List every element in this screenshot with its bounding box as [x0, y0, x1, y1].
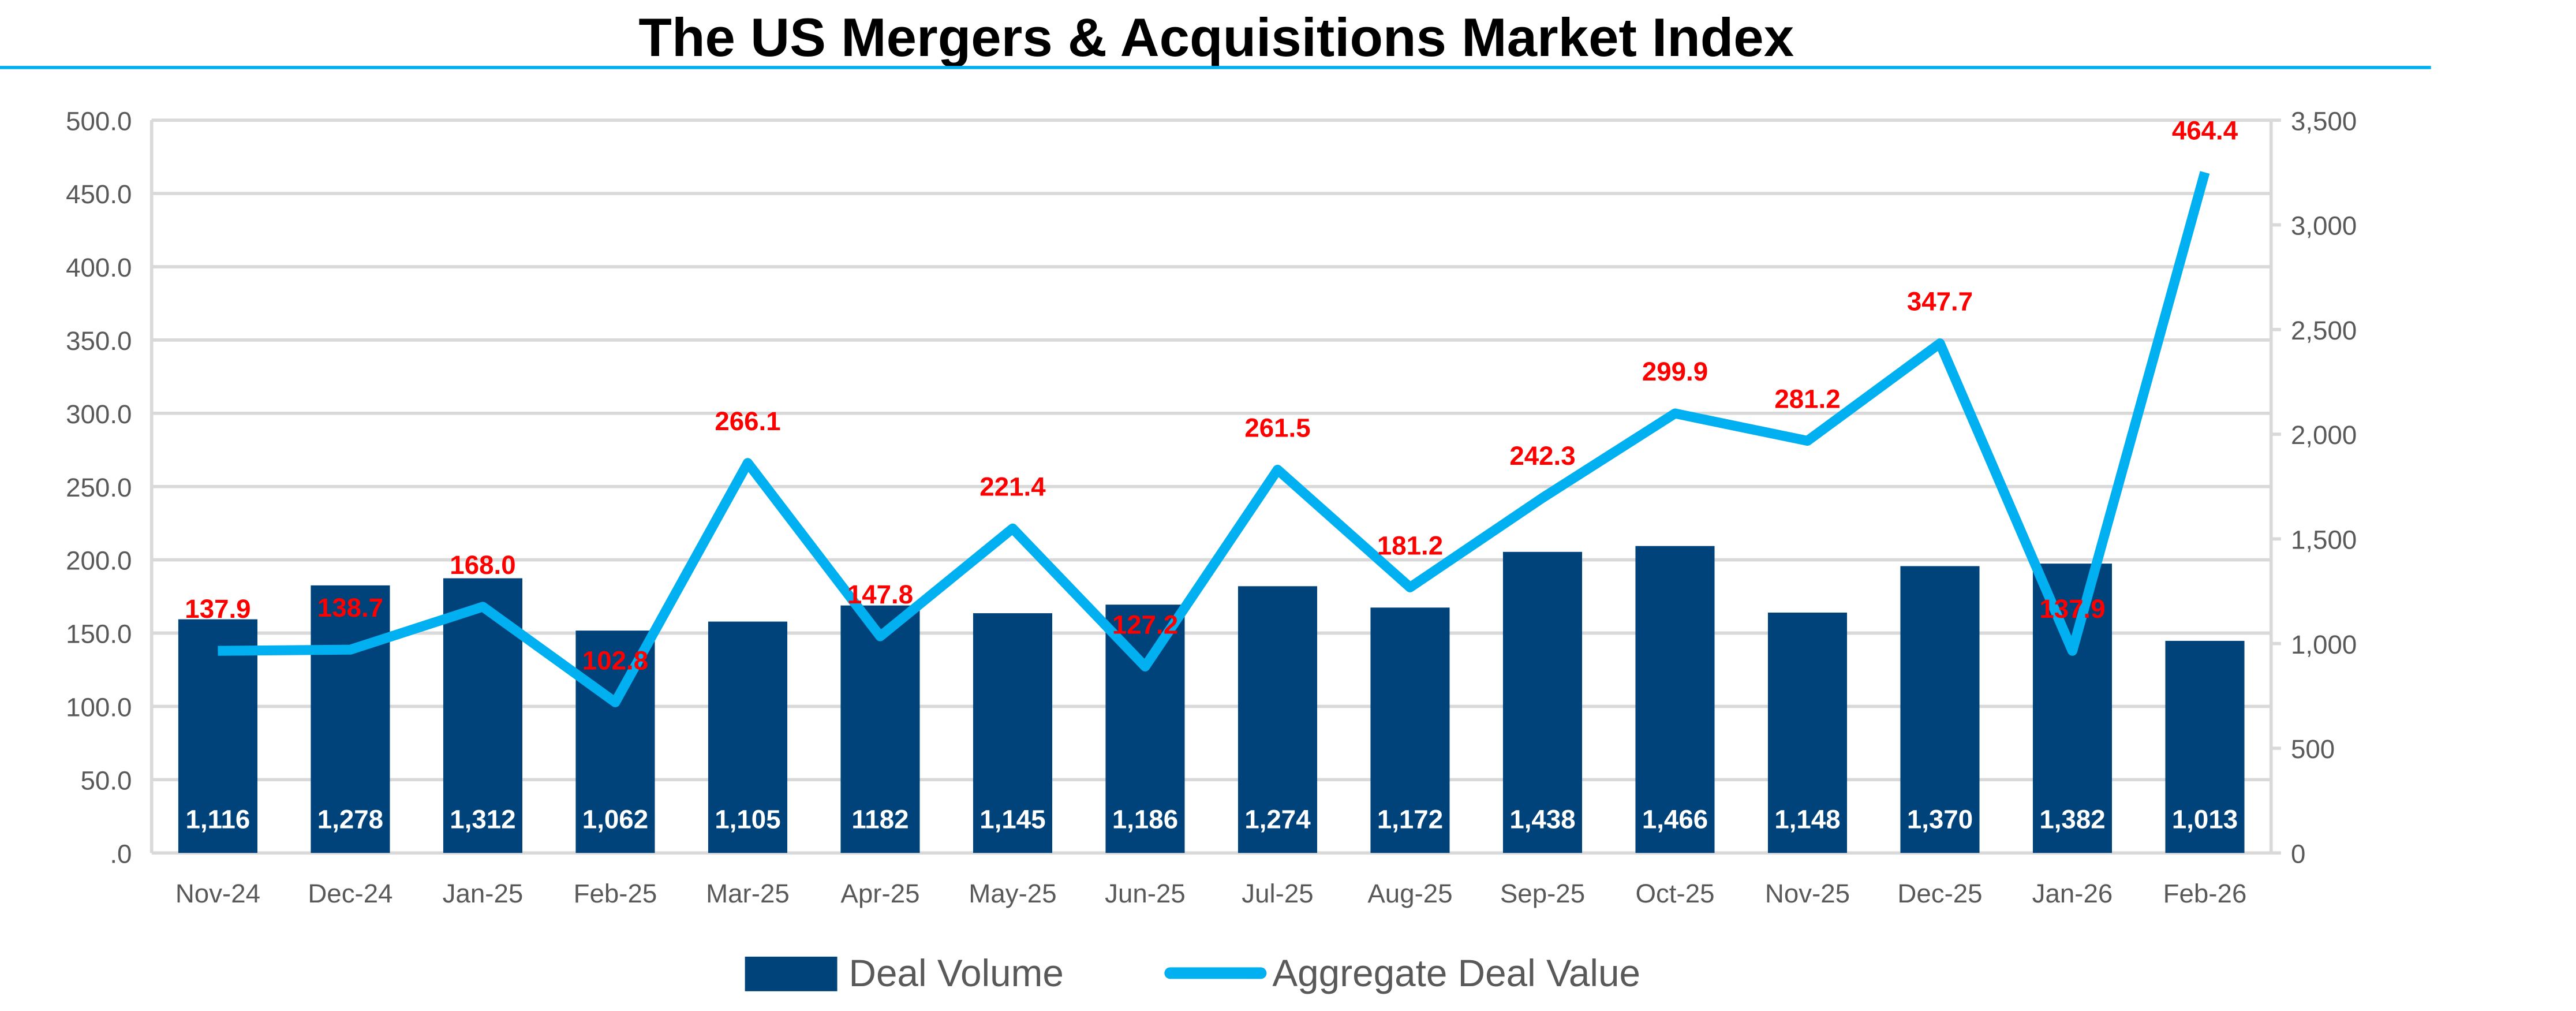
right-axis-tick: 500	[2291, 734, 2335, 764]
bar-data-label: 1,145	[979, 804, 1045, 834]
bar-data-label: 1,186	[1112, 804, 1178, 834]
bar-data-label: 1,370	[1907, 804, 1973, 834]
chart-title: The US Mergers & Acquisitions Market Ind…	[638, 7, 1794, 68]
legend-swatch-deal-volume	[745, 956, 838, 991]
bar-data-label: 1,274	[1244, 804, 1311, 834]
bar-data-label: 1182	[851, 804, 908, 834]
legend-label-deal-volume: Deal Volume	[849, 952, 1064, 994]
bar-data-label: 1,148	[1774, 804, 1840, 834]
bar-deal-volume	[2032, 564, 2113, 853]
left-axis-tick: 250.0	[66, 473, 132, 502]
line-data-label: 281.2	[1774, 385, 1840, 414]
x-axis-tick: Apr-25	[840, 879, 919, 908]
left-axis-tick: 350.0	[66, 326, 132, 356]
x-axis-tick: Nov-25	[1765, 879, 1850, 908]
bar-deal-volume	[840, 605, 920, 853]
line-aggregate-deal-value	[218, 171, 2210, 707]
bar-data-label: 1,278	[317, 804, 383, 834]
x-axis-tick: Mar-25	[706, 879, 790, 908]
x-axis-tick: Feb-26	[2163, 879, 2247, 908]
bar-data-label: 1,172	[1377, 804, 1443, 834]
line-data-label: 464.4	[2172, 116, 2238, 146]
left-axis-tick: 300.0	[66, 400, 132, 429]
right-axis-tick: 0	[2291, 839, 2305, 868]
line-data-label: 221.4	[979, 472, 1046, 501]
right-axis-tick: 2,000	[2291, 420, 2357, 450]
left-axis-tick: 500.0	[66, 106, 132, 136]
bar-deal-volume	[708, 621, 787, 853]
line-data-label: 266.1	[715, 406, 780, 436]
line-data-label: 242.3	[1509, 441, 1575, 471]
left-axis-tick: 200.0	[66, 546, 132, 576]
bar-deal-volume	[2165, 640, 2245, 853]
bar-data-label: 1,382	[2039, 804, 2105, 834]
x-axis-tick: Dec-25	[1897, 879, 1982, 908]
bar-deal-volume	[1767, 612, 1848, 853]
right-axis-tick: 1,500	[2291, 525, 2357, 554]
left-axis-tick: 400.0	[66, 253, 132, 282]
bar-data-label: 1,062	[582, 804, 648, 834]
bar-deal-volume	[973, 613, 1052, 853]
bar-deal-volume	[1370, 607, 1450, 853]
bar-data-label: 1,466	[1642, 804, 1708, 834]
line-data-label: 137.9	[185, 594, 251, 624]
line-data-label: 261.5	[1244, 413, 1310, 443]
x-axis-tick: May-25	[969, 879, 1056, 908]
legend: Deal Volume Aggregate Deal Value	[745, 952, 1640, 994]
left-axis-tick: .0	[110, 839, 132, 868]
x-axis-tick: Sep-25	[1500, 879, 1585, 908]
x-axis-tick: Jun-25	[1105, 879, 1186, 908]
x-axis-tick: Oct-25	[1635, 879, 1714, 908]
right-axis-tick: 2,500	[2291, 316, 2357, 345]
line-data-label: 102.8	[582, 646, 648, 675]
left-axis-tick: 50.0	[81, 766, 132, 795]
left-axis-tick: 450.0	[66, 180, 132, 209]
left-axis-tick: 100.0	[66, 693, 132, 722]
x-axis-tick: Jul-25	[1242, 879, 1313, 908]
x-axis-tick: Jan-26	[2032, 879, 2113, 908]
x-axis-tick: Dec-24	[308, 879, 392, 908]
x-axis-tick: Nov-24	[175, 879, 260, 908]
line-data-label: 168.0	[450, 550, 515, 580]
left-axis-tick: 150.0	[66, 620, 132, 649]
bar-deal-volume	[178, 619, 257, 853]
line-data-label: 137.9	[2039, 594, 2105, 624]
line-data-label: 127.2	[1112, 610, 1178, 639]
line-data-label: 138.7	[317, 593, 383, 622]
right-axis-tick: 1,000	[2291, 630, 2357, 659]
bar-deal-volume	[1237, 586, 1318, 853]
line-data-label: 299.9	[1642, 357, 1708, 386]
line-data-label: 347.7	[1907, 287, 1973, 316]
bar-data-label: 1,116	[186, 804, 251, 834]
x-axis-tick: Feb-25	[574, 879, 657, 908]
bar-deal-volume	[1900, 566, 1980, 853]
right-axis-tick: 3,500	[2291, 106, 2357, 136]
right-axis-tick: 3,000	[2291, 211, 2357, 241]
legend-label-aggregate-deal-value: Aggregate Deal Value	[1272, 952, 1640, 994]
x-axis-tick: Jan-25	[443, 879, 524, 908]
bar-deal-volume	[1502, 551, 1583, 853]
bar-data-label: 1,013	[2172, 804, 2238, 834]
bar-data-label: 1,438	[1509, 804, 1575, 834]
bar-deal-volume	[575, 631, 655, 853]
bar-deal-volume	[311, 585, 390, 853]
line-data-label: 181.2	[1377, 531, 1443, 560]
bar-deal-volume	[1635, 546, 1715, 853]
bar-data-label: 1,312	[450, 804, 515, 834]
bar-data-label: 1,105	[715, 804, 780, 834]
line-data-label: 147.8	[847, 580, 913, 609]
x-axis-tick: Aug-25	[1367, 879, 1452, 908]
